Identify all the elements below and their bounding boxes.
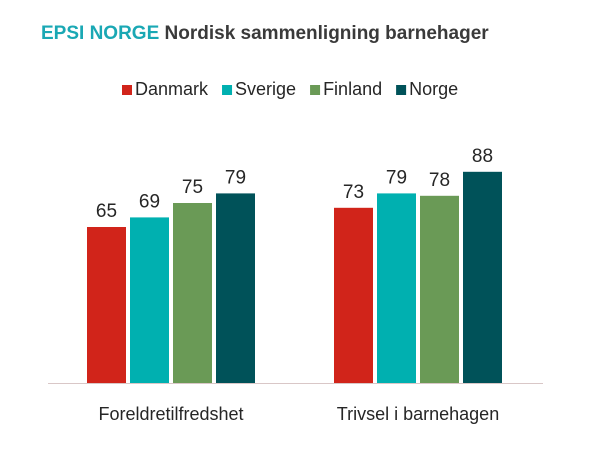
data-label-sverige-foreldretilfredshet: 69 (139, 191, 160, 212)
title-brand: EPSI NORGE (41, 23, 160, 44)
title-main: Nordisk sammenligning barnehager (164, 23, 489, 44)
bar-danmark-trivsel-i-barnehagen (334, 207, 373, 383)
bar-danmark-foreldretilfredshet (87, 227, 126, 383)
bar-finland-foreldretilfredshet (173, 203, 212, 383)
x-tick-label-foreldretilfredshet: Foreldretilfredshet (98, 404, 243, 424)
legend-swatch-sverige (222, 85, 233, 95)
bar-norge-foreldretilfredshet (216, 193, 255, 383)
data-label-norge-foreldretilfredshet: 79 (225, 167, 246, 188)
data-label-norge-trivsel-i-barnehagen: 88 (472, 146, 493, 167)
data-label-danmark-foreldretilfredshet: 65 (96, 201, 117, 222)
legend-label-sverige: Sverige (235, 79, 296, 99)
data-label-finland-foreldretilfredshet: 75 (182, 177, 203, 198)
legend-swatch-danmark (122, 85, 132, 95)
bars: 65 69 75 79 73 79 78 88 (87, 146, 502, 383)
legend-label-finland: Finland (323, 79, 382, 99)
x-tick-label-trivsel-i-barnehagen: Trivsel i barnehagen (337, 404, 499, 424)
legend-label-danmark: Danmark (135, 79, 209, 99)
data-label-finland-trivsel-i-barnehagen: 78 (429, 170, 450, 191)
bar-sverige-foreldretilfredshet (130, 217, 169, 383)
data-label-sverige-trivsel-i-barnehagen: 79 (386, 167, 407, 188)
chart-title: EPSI NORGE Nordisk sammenligning barneha… (41, 23, 489, 45)
bar-sverige-trivsel-i-barnehagen (377, 193, 416, 383)
legend-label-norge: Norge (409, 79, 458, 99)
bar-finland-trivsel-i-barnehagen (420, 195, 459, 383)
x-axis-labels: Foreldretilfredshet Trivsel i barnehagen (98, 404, 499, 424)
bar-norge-trivsel-i-barnehagen (463, 171, 502, 383)
data-label-danmark-trivsel-i-barnehagen: 73 (343, 182, 364, 203)
legend-swatch-finland (310, 85, 321, 95)
legend: Danmark Sverige Finland Norge (122, 79, 458, 99)
legend-swatch-norge (396, 85, 407, 95)
